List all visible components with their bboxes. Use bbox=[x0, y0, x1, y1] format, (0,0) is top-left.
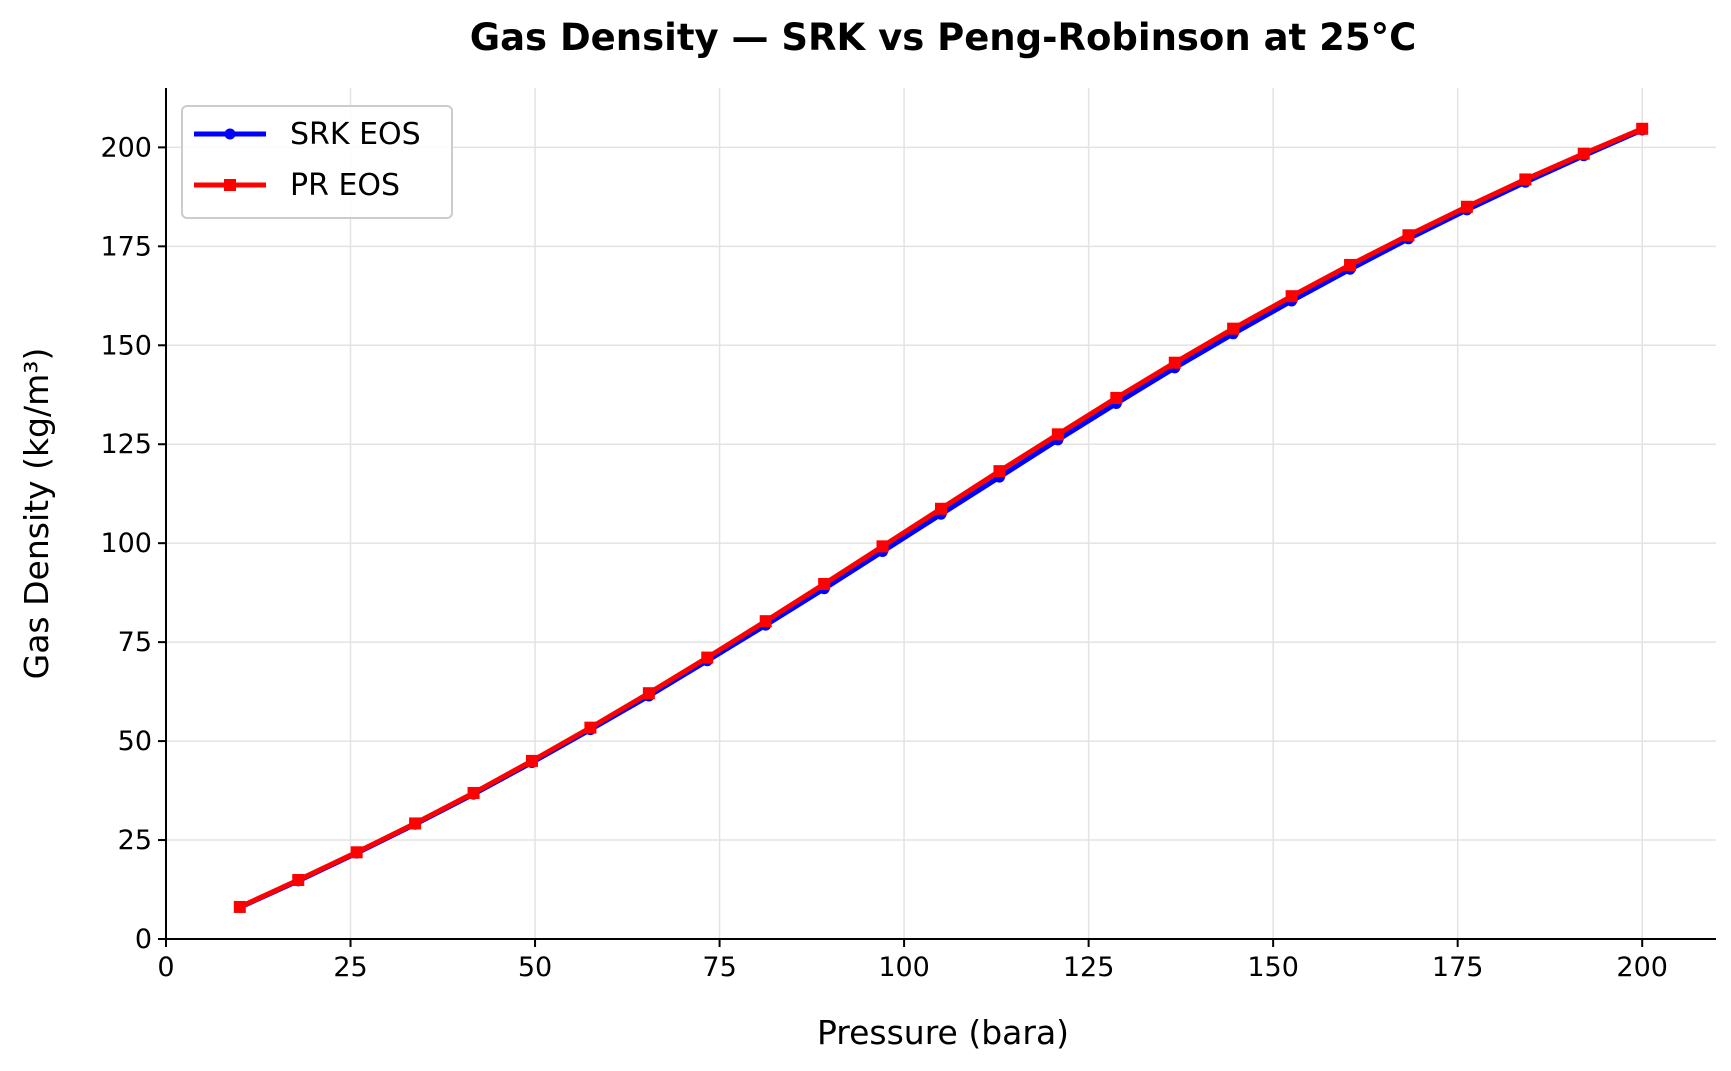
y-axis-label: Gas Density (kg/m³) bbox=[17, 348, 56, 680]
x-axis-label: Pressure (bara) bbox=[817, 1013, 1069, 1052]
data-point bbox=[1168, 356, 1181, 369]
y-tick-label: 0 bbox=[135, 924, 152, 955]
data-point bbox=[525, 754, 538, 767]
y-ticks: 0 25 50 75 100 125 150 175 200 bbox=[100, 132, 166, 955]
data-point bbox=[642, 687, 655, 700]
data-point bbox=[759, 615, 772, 628]
data-point bbox=[1285, 290, 1298, 303]
data-point bbox=[1460, 200, 1473, 213]
data-point bbox=[818, 577, 831, 590]
legend-marker bbox=[224, 179, 236, 191]
legend: SRK EOS PR EOS bbox=[181, 105, 453, 219]
data-point bbox=[1344, 258, 1357, 271]
x-tick-label: 0 bbox=[157, 952, 174, 983]
x-tick-label: 25 bbox=[333, 952, 367, 983]
y-tick-label: 175 bbox=[100, 231, 152, 262]
legend-label: SRK EOS bbox=[290, 117, 421, 152]
x-tick-label: 200 bbox=[1616, 952, 1668, 983]
y-tick-label: 25 bbox=[118, 825, 152, 856]
data-point bbox=[467, 786, 480, 799]
data-point bbox=[292, 874, 305, 887]
x-tick-label: 75 bbox=[702, 952, 736, 983]
data-point bbox=[876, 540, 889, 553]
data-point bbox=[233, 900, 246, 913]
data-point bbox=[1110, 391, 1123, 404]
x-ticks: 0 25 50 75 100 125 150 175 200 bbox=[157, 939, 1668, 983]
y-tick-label: 100 bbox=[100, 528, 152, 559]
x-tick-label: 100 bbox=[878, 952, 930, 983]
y-tick-label: 150 bbox=[100, 330, 152, 361]
data-point bbox=[1227, 322, 1240, 335]
x-tick-label: 175 bbox=[1432, 952, 1484, 983]
y-tick-label: 200 bbox=[100, 132, 152, 163]
data-point bbox=[350, 846, 363, 859]
legend-label: PR EOS bbox=[290, 168, 400, 203]
data-point bbox=[1519, 173, 1532, 186]
x-tick-label: 50 bbox=[518, 952, 552, 983]
data-point bbox=[1402, 229, 1415, 242]
legend-item: SRK EOS bbox=[194, 117, 421, 152]
data-point bbox=[1577, 147, 1590, 160]
series-srk bbox=[234, 124, 1648, 913]
data-point bbox=[935, 502, 947, 515]
data-point bbox=[1636, 122, 1649, 135]
series-pr bbox=[233, 122, 1649, 913]
data-point bbox=[409, 817, 422, 830]
y-tick-label: 125 bbox=[100, 429, 152, 460]
y-tick-label: 75 bbox=[118, 627, 152, 658]
data-point bbox=[993, 465, 1006, 478]
chart-title: Gas Density — SRK vs Peng-Robinson at 25… bbox=[470, 16, 1417, 59]
grid bbox=[165, 88, 1716, 940]
data-point bbox=[584, 721, 597, 734]
x-tick-label: 150 bbox=[1247, 952, 1299, 983]
legend-marker bbox=[224, 128, 236, 140]
x-tick-label: 125 bbox=[1063, 952, 1115, 983]
y-tick-label: 50 bbox=[118, 726, 152, 757]
legend-item: PR EOS bbox=[194, 168, 400, 203]
data-point bbox=[701, 651, 714, 664]
legend-items: SRK EOS PR EOS bbox=[194, 117, 421, 203]
data-point bbox=[1051, 428, 1064, 441]
data-series bbox=[233, 122, 1649, 913]
